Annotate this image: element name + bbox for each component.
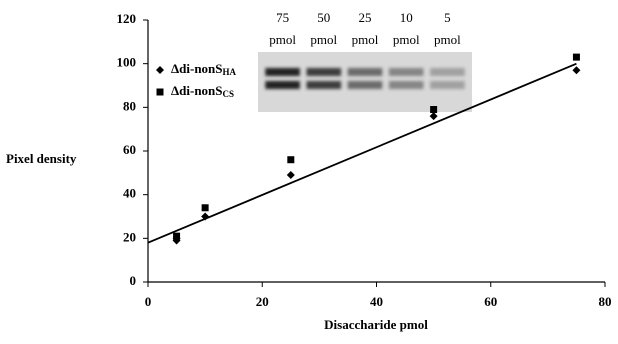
lane-amount: 75: [276, 10, 289, 25]
point: [287, 156, 294, 163]
point: [572, 66, 580, 74]
point: [173, 233, 180, 240]
y-axis-label: Pixel density: [6, 151, 77, 166]
y-tick-label: 20: [123, 229, 136, 244]
x-tick-label: 0: [145, 294, 152, 309]
gel-band: [348, 68, 383, 76]
legend-marker: [156, 66, 164, 74]
legend-label: Δdi-nonSCS: [171, 83, 234, 99]
x-tick-label: 60: [484, 294, 497, 309]
legend-name: Δdi-nonS: [171, 61, 223, 76]
x-tick-label: 40: [370, 294, 383, 309]
legend-name: Δdi-nonS: [171, 83, 223, 98]
y-tick-label: 80: [123, 98, 136, 113]
y-tick-label: 40: [123, 186, 136, 201]
legend-entry: Δdi-nonSCS: [157, 83, 235, 99]
lane-unit: pmol: [352, 32, 379, 47]
legend-entry: Δdi-nonSHA: [156, 61, 237, 77]
point: [202, 204, 209, 211]
legend-subscript: HA: [223, 67, 237, 77]
y-tick-label: 100: [117, 55, 137, 70]
gel-band: [430, 68, 465, 76]
chart: Pixel density Disaccharide pmol 0 20 40 60 8…: [0, 0, 618, 344]
point: [287, 171, 295, 179]
lane-amount: 5: [444, 10, 451, 25]
legend-label: Δdi-nonSHA: [171, 61, 237, 77]
gel-band: [306, 81, 341, 89]
y-tick-label: 0: [130, 273, 137, 288]
y-tick-label: 60: [123, 142, 136, 157]
lane-amount: 10: [400, 10, 413, 25]
legend-subscript: CS: [223, 89, 235, 99]
gel-band: [306, 68, 341, 76]
x-tick-label: 80: [599, 294, 612, 309]
lane-unit: pmol: [434, 32, 461, 47]
lane-unit: pmol: [269, 32, 296, 47]
lane-unit: pmol: [310, 32, 337, 47]
point: [430, 112, 438, 120]
gel-band: [389, 81, 424, 89]
lane-unit: pmol: [393, 32, 420, 47]
point: [430, 106, 437, 113]
gel-band: [265, 68, 300, 76]
y-tick-label: 120: [117, 11, 137, 26]
legend-marker: [157, 89, 164, 96]
lane-amount: 25: [359, 10, 372, 25]
point: [573, 54, 580, 61]
gel-band: [265, 81, 300, 89]
lane-amount: 50: [317, 10, 330, 25]
gel-band: [389, 68, 424, 76]
x-axis-label: Disaccharide pmol: [324, 317, 428, 332]
x-tick-label: 20: [256, 294, 269, 309]
gel-band: [348, 81, 383, 89]
gel-band: [430, 81, 465, 89]
